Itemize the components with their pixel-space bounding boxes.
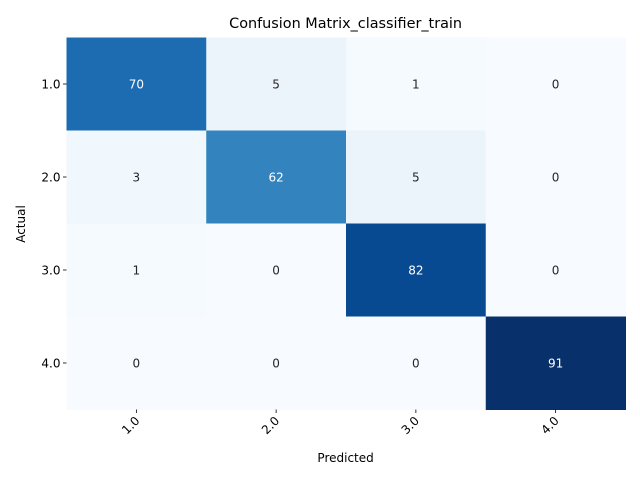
cell-value-r3-c2: 0	[272, 264, 280, 278]
heatmap-cell-r1-c1	[66, 37, 207, 131]
cell-value-r1-c2: 5	[272, 78, 280, 92]
x-tick-label-3: 3.0	[399, 414, 422, 437]
cell-value-r2-c2: 62	[268, 171, 283, 185]
heatmap-cell-r3-c3	[346, 223, 487, 317]
heatmap-cell-r4-c1	[66, 316, 207, 410]
x-axis-ticks: 1.0 2.0 3.0 4.0	[119, 409, 562, 437]
heatmap-cell-r4-c2	[206, 316, 347, 410]
y-tick-label-4: 4.0	[41, 356, 60, 370]
heatmap-cell-r4-c3	[346, 316, 487, 410]
cell-value-r4-c4: 91	[548, 357, 563, 371]
chart-title: Confusion Matrix_classifier_train	[229, 16, 462, 32]
heatmap-cell-r2-c2	[206, 130, 347, 224]
x-tick-label-1: 1.0	[119, 414, 142, 437]
heatmap-cells	[66, 37, 626, 410]
cell-value-r4-c1: 0	[133, 357, 141, 371]
cell-value-r3-c3: 82	[408, 264, 423, 278]
cell-value-r1-c1: 70	[129, 78, 144, 92]
cell-value-r1-c4: 0	[552, 78, 560, 92]
cell-value-r3-c1: 1	[133, 264, 141, 278]
x-tick-label-4: 4.0	[538, 414, 561, 437]
y-tick-label-2: 2.0	[41, 170, 60, 184]
cell-value-r4-c2: 0	[272, 357, 280, 371]
heatmap-cell-r2-c4	[485, 130, 626, 224]
heatmap-cell-r3-c1	[66, 223, 207, 317]
cell-value-r4-c3: 0	[412, 357, 420, 371]
y-tick-label-3: 3.0	[41, 263, 60, 277]
cell-value-r3-c4: 0	[552, 264, 560, 278]
cell-value-r2-c1: 3	[133, 171, 141, 185]
heatmap-cell-r1-c2	[206, 37, 347, 131]
y-tick-label-1: 1.0	[41, 77, 60, 91]
heatmap-cell-r2-c3	[346, 130, 487, 224]
y-axis-label: Actual	[14, 205, 28, 243]
heatmap-cell-r3-c2	[206, 223, 347, 317]
heatmap-cell-r1-c3	[346, 37, 487, 131]
x-tick-label-2: 2.0	[259, 414, 282, 437]
cell-value-r2-c3: 5	[412, 171, 420, 185]
x-axis-label: Predicted	[317, 451, 373, 465]
heatmap-cell-r3-c4	[485, 223, 626, 317]
cell-value-r2-c4: 0	[552, 171, 560, 185]
cell-value-r1-c3: 1	[412, 78, 420, 92]
heatmap-cell-labels: 70 5 1 0 3 62 5 0 1 0 82 0 0 0 0 91	[129, 78, 564, 371]
heatmap-cell-r1-c4	[485, 37, 626, 131]
heatmap-cell-r2-c1	[66, 130, 207, 224]
y-axis-ticks: 1.0 2.0 3.0 4.0	[41, 77, 67, 370]
heatmap-cell-r4-c4	[485, 316, 626, 410]
